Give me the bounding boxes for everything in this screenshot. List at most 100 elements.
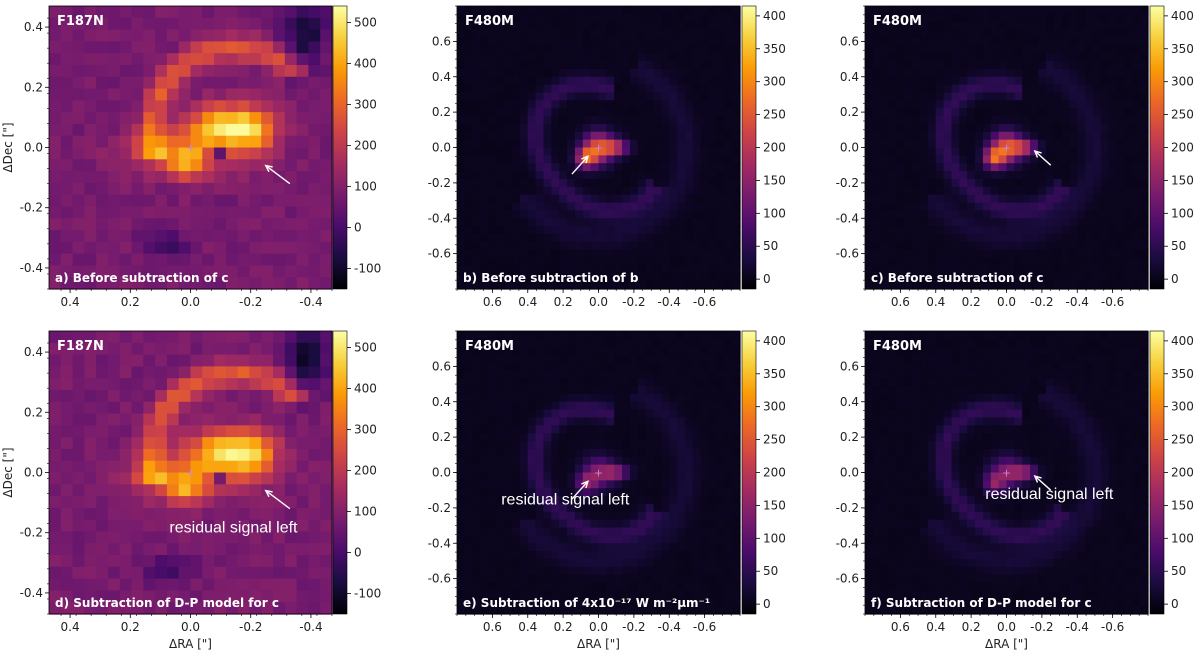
- heatmap-pixel: [504, 218, 513, 227]
- heatmap-pixel: [661, 139, 670, 149]
- heatmap-pixel: [951, 61, 960, 70]
- heatmap-pixel: [590, 249, 600, 259]
- heatmap-pixel: [72, 182, 85, 196]
- heatmap-pixel: [927, 265, 937, 274]
- heatmap-pixel: [308, 460, 321, 474]
- heatmap-pixel: [519, 441, 529, 450]
- heatmap-pixel: [732, 178, 741, 188]
- heatmap-pixel: [1014, 123, 1023, 133]
- heatmap-pixel: [920, 76, 929, 86]
- heatmap-pixel: [606, 401, 615, 411]
- heatmap-pixel: [912, 123, 921, 133]
- heatmap-pixel: [480, 441, 490, 450]
- heatmap-pixel: [273, 366, 286, 379]
- heatmap-pixel: [567, 503, 576, 513]
- heatmap-pixel: [1085, 68, 1094, 78]
- heatmap-pixel: [661, 29, 670, 39]
- x-tick-label: -0.6: [693, 295, 716, 309]
- heatmap-pixel: [527, 590, 537, 599]
- heatmap-pixel: [896, 265, 905, 274]
- heatmap-pixel: [1030, 92, 1039, 101]
- heatmap-pixel: [72, 342, 85, 356]
- heatmap-pixel: [237, 88, 251, 101]
- heatmap-pixel: [320, 135, 333, 149]
- heatmap-pixel: [677, 171, 686, 180]
- heatmap-pixel: [629, 535, 639, 544]
- heatmap-pixel: [574, 582, 584, 592]
- heatmap-pixel: [84, 425, 97, 438]
- heatmap-pixel: [598, 100, 607, 109]
- heatmap-pixel: [284, 265, 298, 278]
- heatmap-pixel: [535, 61, 545, 70]
- heatmap-pixel: [261, 472, 274, 485]
- heatmap-pixel: [614, 331, 623, 340]
- heatmap-pixel: [96, 6, 109, 19]
- heatmap-pixel: [732, 281, 741, 290]
- heatmap-pixel: [249, 194, 262, 208]
- heatmap-pixel: [1100, 147, 1110, 156]
- heatmap-pixel: [60, 401, 74, 415]
- heatmap-pixel: [967, 218, 976, 227]
- heatmap-pixel: [119, 182, 133, 196]
- heatmap-pixel: [637, 6, 647, 15]
- heatmap-pixel: [131, 378, 144, 391]
- heatmap-pixel: [896, 178, 905, 188]
- heatmap-pixel: [724, 37, 733, 46]
- heatmap-pixel: [637, 338, 647, 348]
- heatmap-pixel: [166, 496, 180, 509]
- heatmap-pixel: [84, 602, 97, 615]
- heatmap-pixel: [457, 131, 466, 141]
- heatmap-pixel: [166, 484, 180, 497]
- heatmap-pixel: [504, 527, 513, 536]
- heatmap-pixel: [904, 21, 913, 31]
- heatmap-pixel: [684, 6, 694, 15]
- heatmap-pixel: [598, 37, 607, 46]
- heatmap-pixel: [119, 29, 133, 42]
- heatmap-pixel: [284, 496, 298, 509]
- heatmap-pixel: [225, 566, 239, 580]
- heatmap-pixel: [143, 531, 156, 544]
- heatmap-pixel: [60, 6, 74, 19]
- heatmap-pixel: [574, 233, 584, 243]
- heatmap-pixel: [512, 535, 521, 544]
- heatmap-pixel: [920, 37, 929, 46]
- heatmap-pixel: [982, 218, 992, 227]
- heatmap-pixel: [582, 100, 592, 109]
- heatmap-pixel: [967, 76, 976, 86]
- heatmap-pixel: [637, 456, 647, 466]
- heatmap-pixel: [143, 496, 156, 509]
- heatmap-pixel: [457, 433, 466, 442]
- heatmap-pixel: [543, 131, 552, 141]
- heatmap-pixel: [582, 448, 592, 458]
- heatmap-pixel: [967, 61, 976, 70]
- heatmap-pixel: [1061, 123, 1070, 133]
- heatmap-pixel: [559, 139, 568, 149]
- heatmap-pixel: [637, 92, 647, 101]
- heatmap-pixel: [1037, 84, 1047, 94]
- heatmap-pixel: [225, 76, 239, 90]
- heatmap-pixel: [488, 178, 497, 188]
- heatmap-pixel: [574, 527, 584, 536]
- heatmap-pixel: [480, 123, 490, 133]
- heatmap-pixel: [967, 21, 976, 31]
- heatmap-pixel: [543, 249, 552, 259]
- heatmap-pixel: [535, 273, 545, 282]
- heatmap-pixel: [457, 53, 466, 62]
- heatmap-pixel: [249, 331, 262, 344]
- heatmap-pixel: [574, 61, 584, 70]
- heatmap-pixel: [912, 163, 921, 172]
- heatmap-pixel: [582, 582, 592, 592]
- heatmap-pixel: [131, 206, 144, 219]
- heatmap-pixel: [1140, 155, 1149, 164]
- heatmap-pixel: [84, 566, 97, 580]
- heatmap-pixel: [107, 413, 121, 426]
- heatmap-pixel: [574, 249, 584, 259]
- heatmap-pixel: [912, 147, 921, 156]
- heatmap-pixel: [872, 76, 882, 86]
- heatmap-pixel: [1069, 21, 1078, 31]
- heatmap-pixel: [904, 108, 913, 117]
- heatmap-pixel: [959, 281, 968, 290]
- heatmap-pixel: [1116, 13, 1126, 23]
- heatmap-pixel: [865, 92, 874, 101]
- heatmap-pixel: [1030, 155, 1039, 164]
